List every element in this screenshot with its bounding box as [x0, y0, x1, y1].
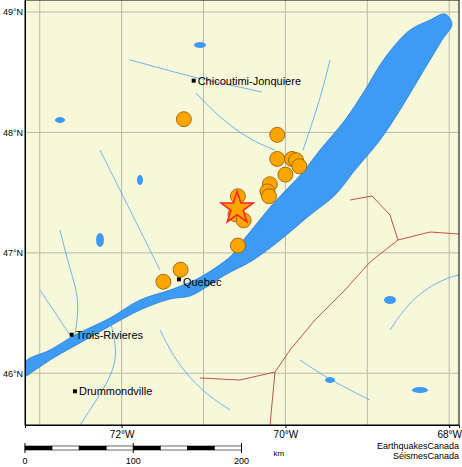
lake — [96, 233, 104, 247]
x-tick-mark — [449, 425, 450, 428]
stream — [390, 275, 459, 330]
y-tick-label: 46°N — [3, 369, 23, 379]
meridian — [367, 0, 368, 425]
lake — [194, 42, 206, 48]
x-tick-mark — [122, 425, 123, 428]
scale-tick — [25, 443, 26, 453]
city-label: Trois-Rivieres — [76, 329, 144, 341]
x-tick-mark — [285, 425, 286, 428]
stream — [40, 290, 72, 338]
city-marker — [73, 389, 77, 393]
scale-segment — [133, 446, 160, 450]
credit: EarthquakesCanada — [377, 441, 459, 451]
scale-segment — [187, 446, 214, 450]
stream — [160, 330, 230, 410]
x-tick: 68°W — [437, 425, 462, 440]
scale-label: 200 — [234, 456, 249, 466]
stream — [60, 230, 78, 335]
meridian — [121, 0, 122, 425]
city-label: Quebec — [183, 276, 222, 288]
stream — [300, 360, 370, 400]
stream — [100, 150, 160, 270]
lake — [55, 117, 65, 123]
parallel — [25, 132, 459, 133]
border — [350, 196, 459, 240]
y-tick: 48°N — [3, 128, 25, 138]
stream — [303, 60, 330, 150]
x-tick: 72°W — [110, 425, 135, 440]
scale-segment — [214, 446, 241, 450]
earthquake — [270, 151, 285, 166]
y-tick-label: 48°N — [3, 128, 23, 138]
parallel — [25, 12, 459, 13]
y-tick: 47°N — [3, 248, 25, 258]
x-tick-label: 70°W — [274, 429, 299, 440]
border — [270, 240, 398, 425]
y-tick-label: 47°N — [3, 248, 23, 258]
earthquake — [156, 274, 171, 289]
scale-label: 100 — [126, 456, 141, 466]
scale-unit: km — [274, 449, 285, 458]
lake — [137, 175, 143, 185]
border — [200, 372, 275, 380]
earthquake — [278, 167, 293, 182]
earthquake — [173, 262, 188, 277]
scale-segment — [160, 446, 187, 450]
x-axis: 72°W 70°W 68°W — [26, 425, 462, 440]
y-axis-line — [25, 1, 26, 426]
scale-segment — [25, 446, 52, 450]
x-axis-line — [26, 426, 460, 429]
credit: SéismesCanada — [393, 451, 459, 461]
meridian — [203, 0, 204, 425]
city-marker — [70, 333, 74, 337]
base-layer — [25, 0, 459, 425]
scale-tick — [241, 443, 242, 453]
y-axis: 46°N 47°N 48°N 49°N — [3, 1, 26, 426]
parallel — [25, 373, 459, 374]
meridian — [449, 0, 450, 425]
y-tick-label: 49°N — [3, 7, 23, 17]
city-label: Drummondville — [79, 385, 152, 397]
map: 72°W 70°W 68°W 46°N 47°N 48°N 49°N Chicoutimi-J… — [0, 0, 462, 467]
earthquake — [176, 112, 191, 127]
city-marker — [177, 277, 181, 281]
lake — [325, 377, 335, 383]
x-tick-label: 68°W — [437, 429, 462, 440]
scale-segment — [106, 446, 133, 450]
scale-label: 0 — [22, 456, 27, 466]
x-tick-label: 72°W — [110, 429, 135, 440]
frame — [25, 0, 459, 425]
y-tick: 49°N — [3, 7, 25, 17]
lake — [412, 387, 428, 393]
x-tick: 70°W — [274, 425, 299, 440]
scale-bar: 0 100 200 km — [22, 443, 284, 466]
scale-segment — [52, 446, 79, 450]
river — [25, 14, 452, 376]
earthquake — [230, 238, 245, 253]
lake — [384, 296, 396, 304]
earthquake — [292, 159, 307, 174]
earthquake — [262, 189, 277, 204]
stream — [196, 93, 275, 150]
main-shock — [221, 191, 253, 222]
scale-segment — [79, 446, 106, 450]
city-marker — [192, 79, 196, 83]
marks — [70, 79, 307, 394]
earthquake — [270, 127, 285, 142]
y-tick: 46°N — [3, 369, 25, 379]
scale-tick — [133, 443, 134, 453]
city-label: Chicoutimi-Jonquiere — [198, 75, 301, 87]
